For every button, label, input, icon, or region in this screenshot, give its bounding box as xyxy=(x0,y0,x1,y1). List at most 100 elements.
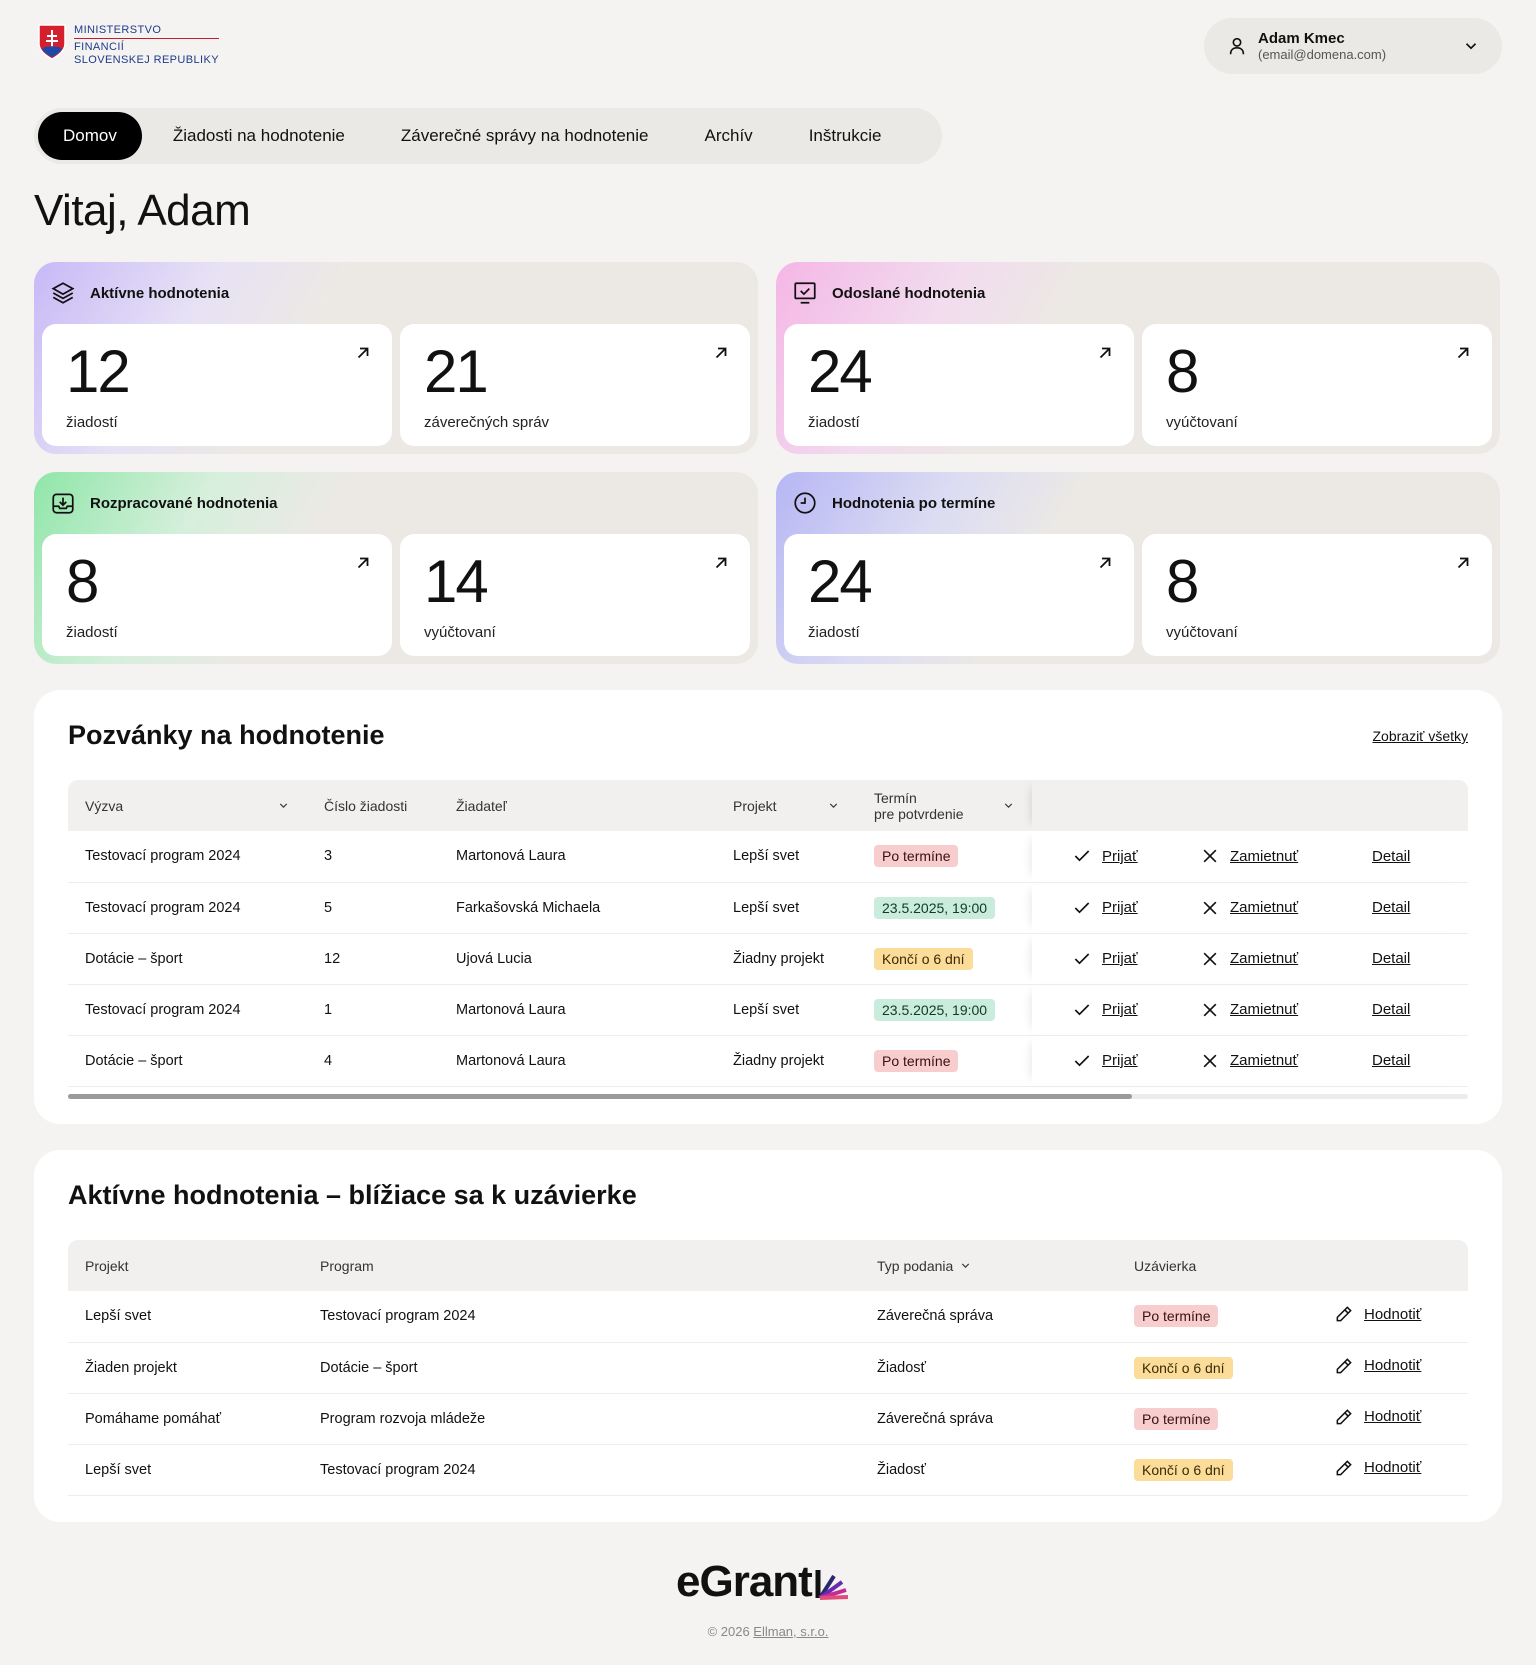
accept-button[interactable]: Prijať xyxy=(1072,1000,1200,1020)
detail-link[interactable]: Detail xyxy=(1372,847,1411,865)
detail-link[interactable]: Detail xyxy=(1372,1001,1411,1018)
ministry-line-3: SLOVENSKEJ REPUBLIKY xyxy=(74,54,219,66)
stat-card-active-applications[interactable]: 12 žiadostí xyxy=(42,324,392,446)
user-email: (email@domena.com) xyxy=(1258,47,1387,62)
tab-instructions[interactable]: Inštrukcie xyxy=(808,126,882,145)
stat-value: 24 xyxy=(808,338,873,405)
detail-link[interactable]: Detail xyxy=(1372,950,1411,967)
stat-value: 8 xyxy=(1166,338,1199,405)
user-info: Adam Kmec (email@domena.com) xyxy=(1258,30,1462,62)
stat-card-overdue-settlements[interactable]: 8 vyúčtovaní xyxy=(1142,534,1492,656)
cell-deadline: Končí o 6 dní xyxy=(1117,1342,1317,1394)
accept-button[interactable]: Prijať xyxy=(1072,949,1200,969)
cell-program: Program rozvoja mládeže xyxy=(303,1393,860,1445)
tab-archive[interactable]: Archív xyxy=(704,126,753,145)
copyright-text: © 2026 xyxy=(707,1624,754,1639)
ministry-line-1: MINISTERSTVO xyxy=(74,24,219,39)
page-title: Vitaj, Adam xyxy=(34,186,251,235)
arrow-up-right-icon xyxy=(1099,347,1111,359)
arrow-up-right-icon xyxy=(357,347,369,359)
close-icon xyxy=(1203,952,1217,965)
accept-button[interactable]: Prijať xyxy=(1072,846,1200,866)
cell-deadline: Končí o 6 dní xyxy=(1117,1444,1317,1496)
cell-type: Záverečná správa xyxy=(860,1393,1117,1445)
status-badge: Po termíne xyxy=(874,845,959,868)
stat-card-overdue-applications[interactable]: 24 žiadostí xyxy=(784,534,1134,656)
cell-applicant: Martonová Laura xyxy=(439,984,716,1036)
col-project[interactable]: Projekt xyxy=(716,780,857,831)
reject-button[interactable]: Zamietnuť xyxy=(1200,949,1372,969)
col-call[interactable]: Výzva xyxy=(68,780,307,831)
chevron-down-icon[interactable] xyxy=(1462,37,1480,55)
accept-button[interactable]: Prijať xyxy=(1072,1051,1200,1071)
cell-project: Lepší svet xyxy=(68,1291,303,1343)
detail-link[interactable]: Detail xyxy=(1372,1052,1411,1069)
reject-button[interactable]: Zamietnuť xyxy=(1200,1051,1372,1071)
brand-name: eGrant xyxy=(676,1557,813,1606)
reject-button[interactable]: Zamietnuť xyxy=(1200,1000,1372,1020)
cell-applicant: Martonová Laura xyxy=(439,1035,716,1087)
status-badge: 23.5.2025, 19:00 xyxy=(874,896,996,919)
scrollbar-thumb[interactable] xyxy=(68,1094,1132,1099)
status-badge: Končí o 6 dní xyxy=(1134,1356,1233,1379)
invitations-table: Výzva Číslo žiadosti Žiadateľ Projekt Te… xyxy=(68,780,1468,1087)
col-deadline[interactable]: Termín pre potvrdenie xyxy=(857,780,1032,831)
cell-actions: Prijať Zamietnuť Detail xyxy=(1032,1035,1468,1087)
stat-value: 24 xyxy=(808,548,873,615)
col-number: Číslo žiadosti xyxy=(324,797,408,814)
status-badge: Končí o 6 dní xyxy=(1134,1458,1233,1481)
user-menu[interactable]: Adam Kmec (email@domena.com) xyxy=(1204,18,1502,74)
cell-actions: Prijať Zamietnuť Detail xyxy=(1032,984,1468,1036)
table-row: Dotácie – šport 4 Martonová Laura Žiadny pr… xyxy=(68,1035,1468,1087)
tab-final-reports[interactable]: Záverečné správy na hodnotenie xyxy=(400,126,649,145)
cell-actions: Prijať Zamietnuť Detail xyxy=(1032,882,1468,934)
tab-home[interactable]: Domov xyxy=(38,112,142,160)
detail-link[interactable]: Detail xyxy=(1372,899,1411,916)
stat-card-sent-settlements[interactable]: 8 vyúčtovaní xyxy=(1142,324,1492,446)
cell-deadline: Po termíne xyxy=(857,1035,1032,1087)
stat-label: žiadostí xyxy=(66,414,118,431)
user-name: Adam Kmec xyxy=(1258,30,1345,47)
stat-label: vyúčtovaní xyxy=(1166,624,1238,641)
cell-project: Lepší svet xyxy=(716,831,857,883)
ministry-name: MINISTERSTVO FINANCIÍ SLOVENSKEJ REPUBLI… xyxy=(74,24,219,67)
evaluate-button[interactable]: Hodnotiť xyxy=(1334,1356,1421,1376)
view-all-link[interactable]: Zobraziť všetky xyxy=(1372,728,1469,744)
cell-program: Dotácie – šport xyxy=(303,1342,860,1394)
cell-number: 5 xyxy=(307,882,439,934)
stat-group-in-progress: Rozpracované hodnotenia 8 žiadostí 14 vy… xyxy=(34,472,758,664)
invitations-title: Pozvánky na hodnotenie xyxy=(68,720,385,750)
accept-button[interactable]: Prijať xyxy=(1072,898,1200,918)
stat-card-progress-settlements[interactable]: 14 vyúčtovaní xyxy=(400,534,750,656)
brand-fan-icon xyxy=(815,1570,848,1600)
pencil-icon xyxy=(1336,1306,1352,1322)
arrow-up-right-icon xyxy=(1457,557,1469,569)
reject-button[interactable]: Zamietnuť xyxy=(1200,846,1372,866)
col-type[interactable]: Typ podania xyxy=(860,1240,1117,1291)
cell-project: Žiadny projekt xyxy=(716,933,857,985)
stat-card-progress-applications[interactable]: 8 žiadostí xyxy=(42,534,392,656)
stat-group-title: Hodnotenia po termíne xyxy=(832,494,996,512)
chevron-down-icon xyxy=(962,1263,970,1268)
cell-call: Testovací program 2024 xyxy=(68,984,307,1036)
evaluate-button[interactable]: Hodnotiť xyxy=(1334,1407,1421,1427)
reject-button[interactable]: Zamietnuť xyxy=(1200,898,1372,918)
table-row: Testovací program 2024 3 Martonová Laura Le… xyxy=(68,831,1468,883)
stat-value: 21 xyxy=(424,338,489,405)
stat-card-active-reports[interactable]: 21 záverečných správ xyxy=(400,324,750,446)
layers-icon xyxy=(51,282,75,304)
cell-project: Pomáhame pomáhať xyxy=(68,1393,303,1445)
cell-call: Testovací program 2024 xyxy=(68,831,307,883)
cell-type: Žiadosť xyxy=(860,1342,1117,1394)
evaluate-button[interactable]: Hodnotiť xyxy=(1334,1304,1421,1324)
ministry-logo[interactable]: MINISTERSTVO FINANCIÍ SLOVENSKEJ REPUBLI… xyxy=(38,24,219,67)
active-evaluations-title: Aktívne hodnotenia – blížiace sa k uzávi… xyxy=(68,1180,637,1210)
tab-applications[interactable]: Žiadosti na hodnotenie xyxy=(172,126,345,145)
stat-card-sent-applications[interactable]: 24 žiadostí xyxy=(784,324,1134,446)
evaluate-button[interactable]: Hodnotiť xyxy=(1334,1458,1421,1478)
cell-applicant: Martonová Laura xyxy=(439,831,716,883)
horizontal-scrollbar[interactable] xyxy=(68,1094,1468,1099)
company-link[interactable]: Ellman, s.r.o. xyxy=(753,1624,829,1639)
chevron-down-icon xyxy=(829,803,838,808)
header: MINISTERSTVO FINANCIÍ SLOVENSKEJ REPUBLI… xyxy=(34,18,1502,78)
